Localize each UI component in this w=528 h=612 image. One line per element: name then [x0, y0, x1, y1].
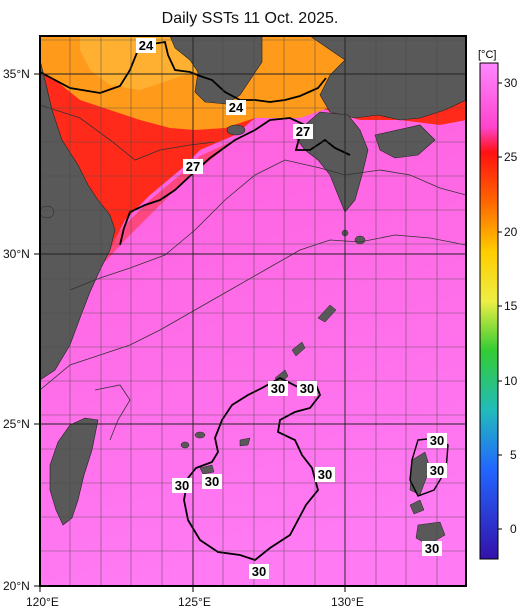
y-tick-label-35: 35°N: [3, 67, 30, 81]
land-taiwan: [49, 417, 99, 526]
y-tick-label-30: 30°N: [3, 247, 30, 261]
colorbar-tick-0: 0: [510, 522, 517, 536]
map-title: Daily SSTs 11 Oct. 2025.: [161, 10, 339, 27]
graticule-major: [40, 36, 466, 586]
y-tick-label-25: 25°N: [3, 417, 30, 431]
contour-label-24a: 24: [139, 38, 154, 53]
land-kyushu: [295, 111, 369, 213]
frame-ticks: [34, 73, 346, 592]
colorbar-unit: [°C]: [478, 49, 496, 61]
colorbar: [°C] 30 25 20 15 10 5 0: [478, 49, 518, 560]
colorbar-tick-15: 15: [504, 299, 518, 313]
contour-thin-d: [94, 384, 131, 441]
contour-thin-c: [40, 234, 466, 391]
y-tick-label-20: 20°N: [3, 579, 30, 593]
land-shikoku: [374, 124, 436, 159]
contour-label-30c: 30: [430, 433, 444, 448]
land-jeju: [226, 124, 246, 136]
contour-thin-b: [69, 159, 466, 291]
x-tick-label-130: 130°E: [331, 595, 364, 609]
graticule: [40, 36, 466, 586]
contour-label-30e: 30: [318, 467, 332, 482]
contour-label-30f: 30: [205, 474, 219, 489]
x-tick-label-125: 125°E: [178, 595, 211, 609]
land-china: [40, 36, 116, 381]
colorbar-tick-25: 25: [504, 150, 518, 164]
ryukyu-islands: [40, 205, 446, 546]
contour-label-27b: 27: [186, 159, 200, 174]
contour-label-30g: 30: [175, 478, 189, 493]
colorbar-tick-20: 20: [504, 225, 518, 239]
contour-label-30h: 30: [425, 541, 439, 556]
contour-label-30a: 30: [271, 381, 285, 396]
colorbar-tick-10: 10: [504, 374, 518, 388]
colorbar-tick-30: 30: [504, 76, 518, 90]
sea-warm-transition: [100, 140, 235, 262]
x-tick-label-120: 120°E: [26, 595, 59, 609]
contour-27: [119, 117, 351, 246]
contour-24: [40, 40, 327, 103]
colorbar-tick-5: 5: [510, 448, 517, 462]
contour-label-27a: 27: [296, 124, 310, 139]
contour-30-main: [183, 376, 322, 562]
contour-label-30i: 30: [252, 564, 266, 579]
contour-label-30d: 30: [430, 463, 444, 478]
contour-thin-a: [40, 104, 216, 161]
map-frame: [39, 35, 467, 587]
contour-label-24b: 24: [229, 100, 244, 115]
land-honshu: [309, 36, 466, 121]
contour-label-30b: 30: [300, 381, 314, 396]
